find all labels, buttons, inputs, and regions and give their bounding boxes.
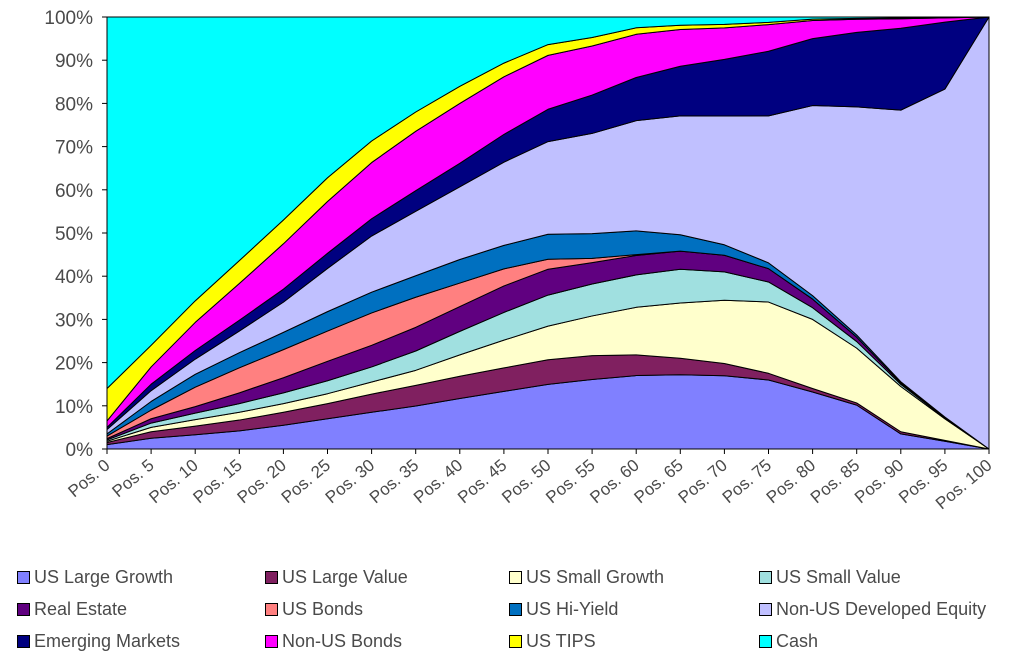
y-tick-label: 20% xyxy=(55,354,93,375)
legend-label: US Bonds xyxy=(282,599,364,619)
x-tick-label: Pos. 60 xyxy=(586,456,642,508)
y-axis-labels: 0% 10% 20% 30% 40% 50% 60% 70% 80% 90% 100% xyxy=(44,8,93,461)
chart-legend: US Large Growth US Large Value US Small Gr… xyxy=(0,560,1009,658)
x-tick-label: Pos. 20 xyxy=(234,456,290,508)
y-tick-label: 0% xyxy=(66,440,94,461)
legend-swatch xyxy=(509,635,522,648)
legend-swatch xyxy=(17,635,30,648)
legend-swatch xyxy=(759,603,772,616)
legend-item: Real Estate xyxy=(17,599,127,620)
stacked-area-chart: 0% 10% 20% 30% 40% 50% 60% 70% 80% 90% 100% Pos. 0… xyxy=(44,8,995,514)
x-tick-label: Pos. 10 xyxy=(145,456,201,508)
legend-label: Non-US Bonds xyxy=(282,631,403,651)
legend-label: Real Estate xyxy=(34,599,128,619)
x-tick-label: Pos. 55 xyxy=(542,456,598,508)
x-tick-label: Pos. 0 xyxy=(64,456,113,502)
x-tick-label: Pos. 70 xyxy=(675,456,731,508)
legend-item: US Small Value xyxy=(759,567,901,588)
y-tick-label: 100% xyxy=(44,8,93,29)
legend-label: Cash xyxy=(776,631,819,651)
legend-item: US Small Growth xyxy=(509,567,664,588)
legend-label: US TIPS xyxy=(526,631,596,651)
x-tick-label: Pos. 85 xyxy=(807,456,863,508)
legend-swatch xyxy=(759,571,772,584)
x-tick-label: Pos. 25 xyxy=(278,456,334,508)
legend-item: Emerging Markets xyxy=(17,631,180,652)
x-tick-label: Pos. 75 xyxy=(719,456,775,508)
x-tick-label: Pos. 50 xyxy=(498,456,554,508)
legend-item: US Large Value xyxy=(265,567,408,588)
areas-layer xyxy=(106,16,990,450)
axes-layer xyxy=(102,16,990,454)
x-tick-label: Pos. 45 xyxy=(454,456,510,508)
y-tick-label: 30% xyxy=(55,310,93,331)
legend-swatch xyxy=(265,635,278,648)
legend-label: US Large Growth xyxy=(34,567,174,587)
x-tick-label: Pos. 15 xyxy=(189,456,245,508)
legend-label: US Small Growth xyxy=(526,567,665,587)
y-tick-label: 70% xyxy=(55,138,93,159)
legend-swatch xyxy=(509,571,522,584)
legend-item: US Bonds xyxy=(265,599,363,620)
x-tick-label: Pos. 35 xyxy=(366,456,422,508)
y-tick-label: 10% xyxy=(55,397,93,418)
x-tick-label: Pos. 30 xyxy=(322,456,378,508)
legend-item: US Hi-Yield xyxy=(509,599,618,620)
legend-swatch xyxy=(265,603,278,616)
x-tick-label: Pos. 65 xyxy=(630,456,686,508)
y-tick-label: 40% xyxy=(55,267,93,288)
x-tick-label: Pos. 40 xyxy=(410,456,466,508)
legend-label: Emerging Markets xyxy=(34,631,181,651)
legend-label: US Hi-Yield xyxy=(526,599,619,619)
legend-swatch xyxy=(17,603,30,616)
legend-swatch xyxy=(17,571,30,584)
legend-item: Non-US Bonds xyxy=(265,631,402,652)
legend-item: Non-US Developed Equity xyxy=(759,599,986,620)
legend-label: Non-US Developed Equity xyxy=(776,599,987,619)
y-tick-label: 80% xyxy=(55,94,93,115)
y-tick-label: 90% xyxy=(55,51,93,72)
legend-swatch xyxy=(265,571,278,584)
legend-item: US Large Growth xyxy=(17,567,173,588)
legend-label: US Large Value xyxy=(282,567,408,587)
legend-item: Cash xyxy=(759,631,818,652)
y-tick-label: 60% xyxy=(55,181,93,202)
legend-swatch xyxy=(759,635,772,648)
x-tick-label: Pos. 80 xyxy=(763,456,819,508)
legend-swatch xyxy=(509,603,522,616)
x-tick-label: Pos. 90 xyxy=(851,456,907,508)
legend-label: US Small Value xyxy=(776,567,901,587)
legend-item: US TIPS xyxy=(509,631,596,652)
y-tick-label: 50% xyxy=(55,224,93,245)
